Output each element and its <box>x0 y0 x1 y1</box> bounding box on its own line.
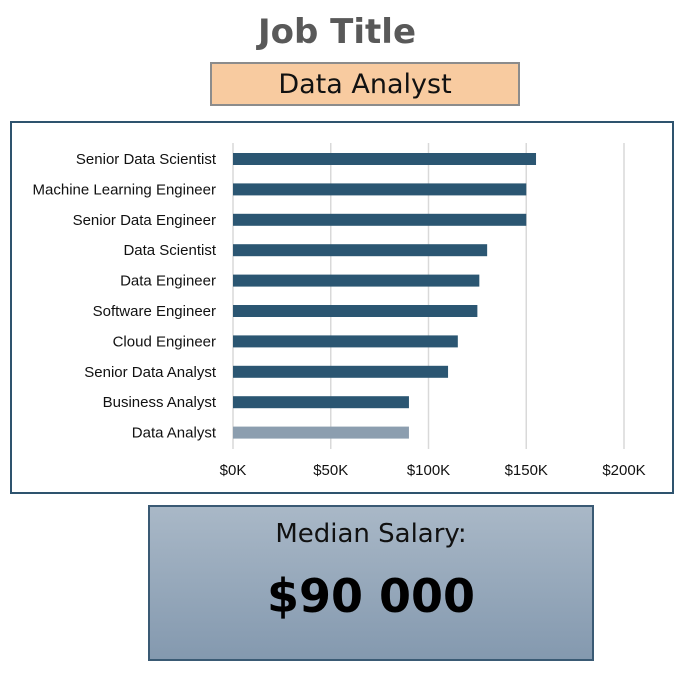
category-label: Senior Data Scientist <box>76 151 217 168</box>
x-tick-label: $150K <box>505 462 548 479</box>
bar-software-engineer <box>233 305 478 317</box>
category-label: Data Analyst <box>132 425 217 442</box>
job-title-selector[interactable]: Data Analyst <box>210 62 520 106</box>
chart-canvas: $0K $50K $100K $150K $200K Senior Data Scient… <box>33 143 646 479</box>
bar-data-scientist <box>233 244 488 257</box>
category-label: Data Scientist <box>123 242 216 259</box>
bar-machine-learning-engineer <box>233 183 527 196</box>
bar-data-analyst <box>233 426 409 439</box>
bar-cloud-engineer <box>233 335 458 348</box>
bar-senior-data-analyst <box>233 365 449 378</box>
x-tick-label: $200K <box>602 462 645 479</box>
bar-senior-data-scientist <box>233 153 537 165</box>
category-label: Cloud Engineer <box>113 333 216 350</box>
x-tick-label: $50K <box>313 462 348 479</box>
category-label: Machine Learning Engineer <box>33 181 216 198</box>
median-salary-value: $90 000 <box>266 569 476 623</box>
category-label: Software Engineer <box>93 303 216 320</box>
bar-senior-data-engineer <box>233 213 527 226</box>
salary-bar-chart: $0K $50K $100K $150K $200K Senior Data Scient… <box>10 121 674 494</box>
bar-data-engineer <box>233 274 480 287</box>
category-label: Senior Data Engineer <box>73 212 216 229</box>
category-label: Business Analyst <box>103 394 217 411</box>
median-salary-card: Median Salary: $90 000 <box>148 505 594 661</box>
category-label: Data Engineer <box>120 273 216 290</box>
x-tick-label: $100K <box>407 462 450 479</box>
x-tick-label: $0K <box>220 462 247 479</box>
page-title: Job Title <box>258 12 416 52</box>
bar-business-analyst <box>233 396 409 409</box>
job-title-selector-value: Data Analyst <box>278 68 452 100</box>
category-label: Senior Data Analyst <box>84 364 217 381</box>
median-salary-label: Median Salary: <box>275 519 467 549</box>
